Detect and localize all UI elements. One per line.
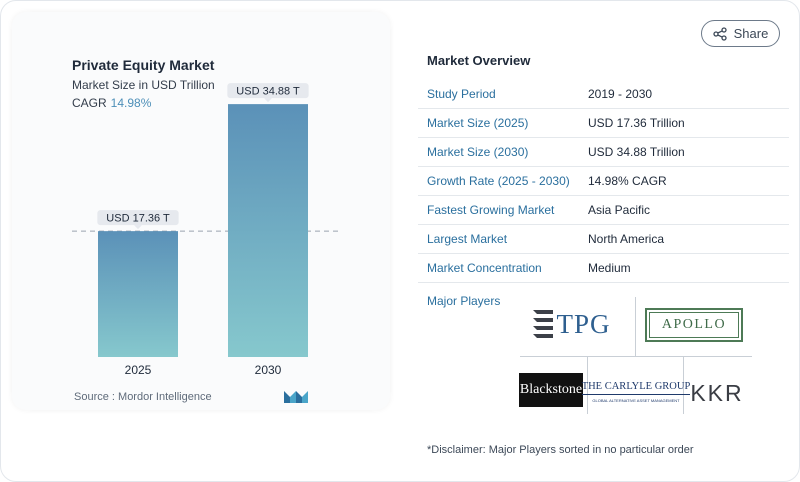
kkr-text: KKR [690, 379, 744, 406]
overview-row: Market Size (2025) USD 17.36 Trillion [418, 109, 789, 138]
overview-row: Study Period 2019 - 2030 [418, 80, 789, 109]
x-tick-label: 2030 [255, 363, 282, 377]
overview-title: Market Overview [427, 53, 531, 68]
chart-cagr: CAGR 14.98% [72, 96, 151, 110]
overview-row: Largest Market North America [418, 225, 789, 254]
overview-value: 2019 - 2030 [588, 87, 653, 101]
overview-value: Asia Pacific [588, 203, 651, 217]
overview-row: Fastest Growing Market Asia Pacific [418, 196, 789, 225]
source-note: Source : Mordor Intelligence [74, 391, 212, 403]
overview-row: Growth Rate (2025 - 2030) 14.98% CAGR [418, 167, 789, 196]
carlyle-logo: THE CARLYLE GROUP GLOBAL ALTERNATIVE ASS… [581, 374, 691, 410]
overview-value: North America [588, 232, 665, 246]
carlyle-text: THE CARLYLE GROUP [581, 381, 691, 395]
chart-card [12, 12, 390, 410]
blackstone-logo: Blackstone [519, 373, 583, 407]
cagr-label: CAGR [72, 96, 107, 110]
source-label: Source : [74, 391, 115, 403]
share-icon [712, 26, 727, 41]
overview-key: Market Size (2025) [427, 116, 529, 130]
overview-key: Fastest Growing Market [427, 203, 555, 217]
share-button[interactable]: Share [701, 20, 780, 47]
overview-key: Largest Market [427, 232, 508, 246]
data-label-bg [97, 210, 179, 226]
chart-title: Private Equity Market [72, 57, 215, 73]
overview-row: Market Size (2030) USD 34.88 Trillion [418, 138, 789, 167]
overview-value: Medium [588, 261, 631, 275]
overview-value: USD 34.88 Trillion [588, 145, 685, 159]
disclaimer-text: *Disclaimer: Major Players sorted in no … [427, 444, 694, 456]
kkr-logo: KKR [686, 378, 748, 408]
data-label-pointer [264, 98, 272, 103]
divider [520, 356, 752, 357]
bar-2030 [228, 104, 308, 358]
major-players-title: Major Players [427, 294, 501, 308]
overview-table: Study Period 2019 - 2030 Market Size (202… [418, 80, 789, 283]
overview-key: Market Concentration [427, 261, 542, 275]
chart-subtitle: Market Size in USD Trillion [72, 78, 215, 92]
overview-key: Study Period [427, 87, 496, 101]
overview-key: Market Size (2030) [427, 145, 529, 159]
data-label: USD 17.36 T [106, 213, 170, 225]
overview-value: USD 17.36 Trillion [588, 116, 685, 130]
data-label-pointer [134, 225, 142, 230]
mordor-logo-icon [284, 389, 308, 408]
apollo-logo: APOLLO [645, 308, 743, 342]
divider [683, 357, 684, 414]
cagr-value: 14.98% [110, 96, 152, 110]
bar-2025 [98, 231, 178, 357]
tpg-logo: TPG [522, 302, 622, 346]
data-label: USD 34.88 T [236, 86, 300, 98]
data-label-bg [227, 83, 309, 99]
divider [587, 357, 588, 414]
apollo-text: APOLLO [661, 317, 727, 332]
x-tick-label: 2025 [125, 363, 152, 377]
overview-value: 14.98% CAGR [588, 174, 667, 188]
source-name: Mordor Intelligence [118, 391, 212, 403]
bar-chart: USD 17.36 T 2025 USD 34.88 T 2030 [72, 83, 338, 377]
divider [635, 297, 636, 357]
tpg-text: TPG [556, 308, 611, 339]
overview-key: Growth Rate (2025 - 2030) [427, 174, 570, 188]
overview-row: Market Concentration Medium [418, 254, 789, 283]
blackstone-text: Blackstone [519, 382, 583, 397]
share-label: Share [733, 26, 769, 41]
carlyle-tagline: GLOBAL ALTERNATIVE ASSET MANAGEMENT [592, 398, 680, 403]
